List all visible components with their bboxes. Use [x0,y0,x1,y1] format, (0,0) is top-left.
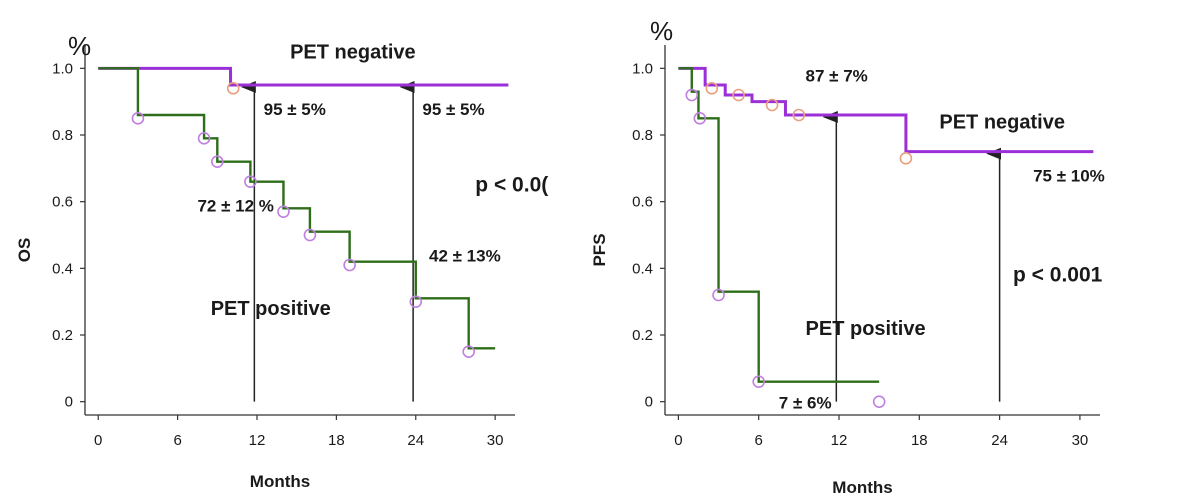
survival-estimate-label: 72 ± 12 % [197,197,273,216]
censor-mark [303,228,317,242]
group-label: PET negative [939,111,1065,133]
censor-mark [409,295,423,308]
survival-estimate-label: 95 ± 5% [264,100,326,119]
y-axis-title: PFS [590,233,609,266]
x-axis-title: Months [832,478,892,497]
x-tick-label: 12 [831,432,848,449]
censor-mark [211,155,224,168]
y-tick-label: 0.6 [52,194,73,211]
censor-mark [693,112,707,125]
censor-mark [712,288,725,302]
x-tick-label: 0 [674,432,682,449]
group-label: PET positive [806,318,926,340]
censor-mark [131,112,145,125]
y-axis-title: OS [15,238,34,263]
censor-mark [732,88,745,102]
y-tick-label: 1.0 [632,60,653,77]
group-label: PET negative [290,41,416,63]
x-tick-label: 24 [407,432,424,449]
survival-estimate-label: 87 ± 7% [806,67,868,86]
x-tick-label: 6 [755,432,763,449]
x-tick-label: 12 [249,432,266,449]
x-tick-label: 30 [487,432,504,449]
survival-estimate-label: 75 ± 10% [1033,167,1105,186]
x-tick-label: 24 [991,432,1008,449]
y-tick-label: 0.4 [52,260,73,277]
censor-mark [685,88,699,102]
y-tick-label: 0.2 [52,327,73,344]
pet-positive-curve [678,67,880,383]
p-value-label: p < 0.0( [475,174,548,197]
chart-panel-2: 0 0.2 0.4 0.6 0.8 1.0 0 6 12 18 24 30 Months PFS% 87 ±… [590,16,1105,497]
x-tick-label: 30 [1072,432,1089,449]
y-tick-label: 0.8 [52,127,73,144]
censor-mark [705,82,719,95]
censor-mark [752,375,765,388]
x-tick-label: 0 [94,432,102,449]
censor-mark [277,205,290,218]
percent-label: % [650,16,673,46]
p-value-label: p < 0.001 [1013,264,1103,287]
pet-negative-curve [678,66,1094,154]
x-tick-label: 18 [328,432,345,449]
y-tick-label: 0.8 [632,127,653,144]
pet-negative-curve [98,66,509,87]
censor-mark [226,82,240,95]
censor-mark [244,175,257,188]
percent-label: % [68,31,91,61]
censor-mark [765,98,779,112]
censor-mark [899,152,913,165]
survival-estimate-label: 42 ± 13% [429,247,501,266]
y-tick-label: 0.2 [632,327,653,344]
censor-mark [792,108,806,122]
pet-positive-curve [98,67,496,350]
y-tick-label: 0.4 [632,260,653,277]
censor-mark [872,395,886,408]
survival-estimate-label: 95 ± 5% [422,100,484,119]
y-tick-label: 0 [65,394,73,411]
x-axis-title: Months [250,472,310,491]
x-tick-label: 6 [173,432,181,449]
survival-estimate-label: 7 ± 6% [779,393,832,412]
censor-mark [197,132,211,145]
y-tick-label: 0 [645,394,653,411]
y-tick-label: 0.6 [632,194,653,211]
y-tick-label: 1.0 [52,60,73,77]
censor-mark [462,345,475,358]
chart-panel-1: 0 0.2 0.4 0.6 0.8 1.0 0 6 12 18 24 30 Months OS% PET n… [15,31,548,491]
x-tick-label: 18 [911,432,928,449]
group-label: PET positive [211,298,331,320]
censor-mark [343,258,356,272]
